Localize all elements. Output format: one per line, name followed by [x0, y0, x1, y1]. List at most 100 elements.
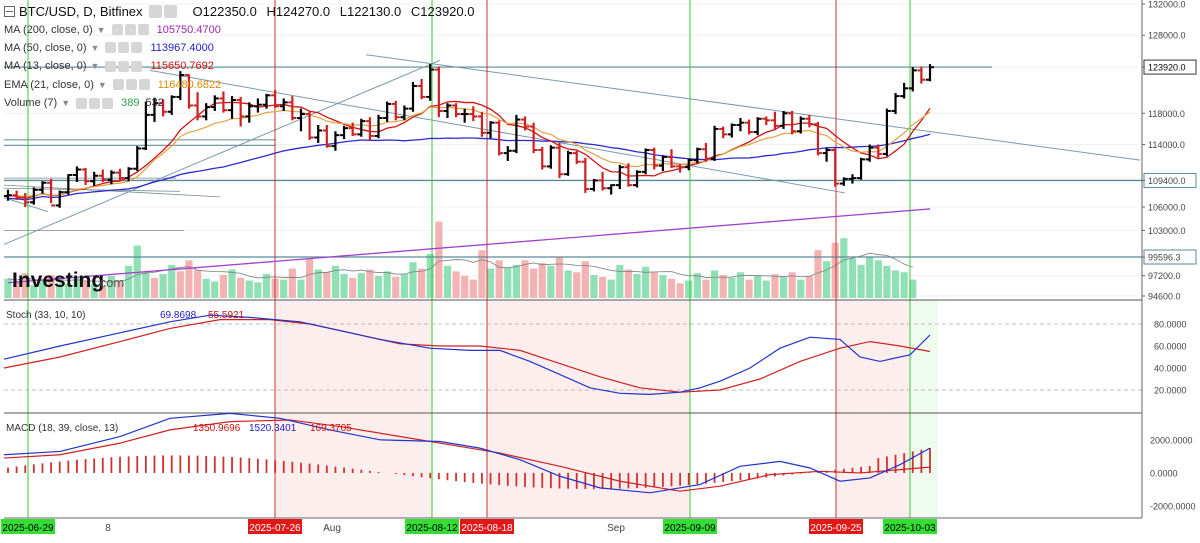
indicator-label: MA (13, close, 0): [4, 60, 87, 73]
ohlc-bar: [719, 126, 728, 139]
ohlc-bar: [245, 102, 254, 123]
ohlc-bar: [701, 142, 710, 162]
close-icon[interactable]: [138, 79, 150, 91]
chevron-down-icon[interactable]: ▼: [90, 42, 100, 53]
settings-icon[interactable]: [163, 4, 177, 18]
ohlc-bar: [141, 101, 150, 150]
volume-bar: [891, 270, 900, 298]
settings-icon[interactable]: [124, 24, 136, 36]
eye-icon[interactable]: [105, 42, 117, 54]
trend-line-upper: [365, 54, 1141, 161]
ohlc-bar: [762, 116, 771, 126]
ohlc-bar: [822, 147, 831, 162]
investing-logo: Investing .com: [12, 269, 124, 292]
price-tick-label: 106000.0: [1148, 202, 1186, 212]
horizontal-levels[interactable]: [3, 66, 1142, 258]
indicator-row-0[interactable]: MA (200, close, 0) ▼ 105750.4700: [4, 20, 474, 38]
stoch-tick-label: 20.0000: [1154, 386, 1187, 396]
signal-badge: [663, 519, 717, 534]
indicator-row-3[interactable]: EMA (21, close, 0) ▼ 116480.6822: [4, 76, 474, 94]
price-tick-label: 123920.0: [1148, 63, 1186, 73]
volume-bar: [38, 280, 47, 298]
ohlc-bar: [47, 178, 56, 207]
close-icon[interactable]: [131, 42, 143, 54]
ohlc-bar: [210, 95, 219, 111]
volume-bar: [73, 277, 81, 298]
volume-bar: [616, 264, 624, 298]
ohlc-bar: [469, 106, 478, 122]
ohlc-bar: [296, 108, 305, 132]
ohlc-bar: [633, 170, 642, 188]
ohlc-bar: [340, 125, 349, 140]
volume-bar: [831, 242, 839, 298]
volume-bar: [607, 279, 615, 298]
volume-bar: [202, 278, 210, 298]
stoch-tick-label: 60.0000: [1154, 342, 1187, 352]
volume-bar: [710, 270, 719, 298]
ohlc-bar: [753, 117, 762, 136]
chevron-down-icon[interactable]: ▼: [96, 24, 106, 35]
volume-bar: [659, 275, 667, 298]
symbol-title: BTC/USD, D, Bitfinex: [19, 3, 143, 19]
volume-bar: [4, 278, 12, 298]
ohlc-bar: [322, 125, 331, 148]
volume-bar: [99, 286, 107, 298]
volume-bar: [814, 250, 822, 298]
signal-date: 2025-06-29: [2, 523, 54, 534]
ohlc-bar: [228, 96, 237, 119]
ohlc-bar: [857, 157, 866, 180]
eye-icon[interactable]: [105, 60, 117, 72]
eye-icon[interactable]: [76, 97, 88, 109]
macd-value-1: 1350.9696: [193, 423, 241, 434]
settings-icon[interactable]: [125, 79, 137, 91]
volume-value-1: 389: [121, 97, 140, 110]
eye-icon[interactable]: [112, 79, 124, 91]
ohlc-values: O122350.0 H124270.0 L122130.0 C123920.0: [192, 3, 475, 19]
volume-row[interactable]: Volume (7) ▼ 389 532: [4, 94, 474, 112]
chevron-down-icon[interactable]: ▼: [90, 61, 100, 72]
ohlc-bar: [512, 114, 521, 154]
ohlc-bar: [452, 103, 461, 118]
volume-bar: [383, 271, 391, 298]
ohlc-bar: [788, 110, 797, 135]
collapse-icon[interactable]: [4, 5, 15, 17]
close-icon[interactable]: [102, 97, 114, 109]
eye-icon[interactable]: [111, 24, 123, 36]
green-shade: [910, 300, 938, 518]
chevron-down-icon[interactable]: ▼: [61, 98, 71, 109]
ohlc-bar: [202, 103, 211, 121]
settings-icon[interactable]: [118, 60, 130, 72]
settings-icon[interactable]: [89, 97, 101, 109]
ohlc-bar: [98, 169, 107, 183]
volume-bar: [728, 277, 736, 298]
trend-lines[interactable]: [3, 54, 1141, 245]
indicator-row-1[interactable]: MA (50, close, 0) ▼ 113967.4000: [4, 39, 474, 57]
volume-bar: [193, 270, 202, 298]
settings-icon[interactable]: [118, 42, 130, 54]
symbol-row: BTC/USD, D, Bitfinex O122350.0 H124270.0…: [4, 2, 474, 20]
volume-bar: [486, 268, 495, 298]
chevron-down-icon[interactable]: ▼: [97, 79, 107, 90]
ohlc-bar: [271, 89, 280, 108]
volume-bar: [883, 265, 891, 298]
ohlc-bar: [391, 100, 400, 121]
macd-tick-label: 0.0000: [1150, 468, 1178, 478]
ohlc-bar: [831, 148, 840, 187]
price-tick-label: 97200.0: [1148, 271, 1181, 281]
macd-label: MACD (18, 39, close, 13): [6, 423, 118, 434]
close-icon[interactable]: [131, 60, 143, 72]
ohlc-bar: [434, 66, 443, 118]
price-tick-label: 132000.0: [1148, 0, 1186, 10]
volume-bar: [504, 267, 512, 298]
price-tick-label: 103000.0: [1148, 226, 1186, 236]
indicator-row-2[interactable]: MA (13, close, 0) ▼ 115650.7692: [4, 57, 474, 75]
ohlc-bar: [305, 111, 314, 140]
volume-bar: [848, 258, 857, 298]
ohlc-bar: [21, 192, 30, 207]
eye-icon[interactable]: [148, 4, 162, 18]
volume-bar: [150, 277, 159, 298]
ohlc-bar: [408, 82, 417, 112]
close-icon[interactable]: [137, 24, 149, 36]
